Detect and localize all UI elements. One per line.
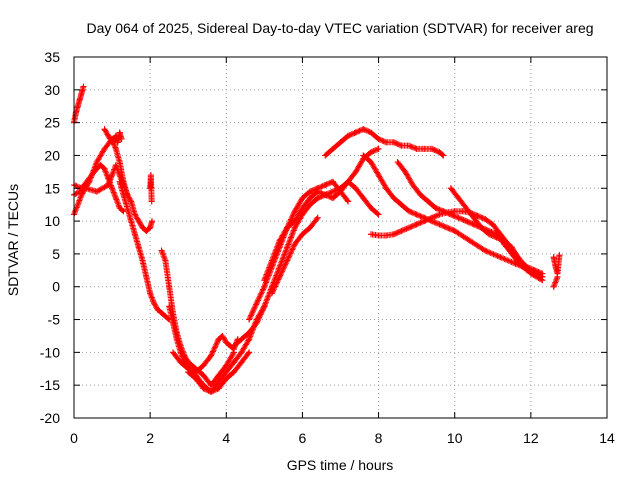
x-tick-label: 0 [70, 430, 78, 446]
x-tick-label: 2 [146, 430, 154, 446]
series-markers [246, 178, 352, 323]
axis-ticks [73, 56, 608, 419]
x-tick-label: 8 [375, 430, 383, 446]
series-track-rise-2 [246, 178, 352, 323]
series-markers [550, 273, 561, 290]
series-markers [261, 178, 382, 284]
chart-title: Day 064 of 2025, Sidereal Day-to-day VTE… [86, 20, 593, 36]
x-tick-label: 12 [523, 430, 539, 446]
y-axis-tick-labels: -20 -15 -10 -5 0 5 10 15 20 25 30 35 [40, 49, 60, 426]
y-tick-label: -15 [40, 377, 60, 393]
series-markers [230, 145, 382, 349]
series-track-morning-5 [101, 126, 125, 146]
series-track-afternoon-1 [322, 126, 447, 159]
y-tick-label: 20 [44, 147, 60, 163]
y-tick-label: 10 [44, 213, 60, 229]
y-tick-label: 0 [52, 279, 60, 295]
series-markers [185, 303, 268, 395]
series-track-afternoon-3 [367, 208, 546, 284]
y-tick-label: 25 [44, 115, 60, 131]
y-tick-label: -5 [48, 312, 61, 328]
y-tick-label: 15 [44, 180, 60, 196]
series-track-afternoon-4 [394, 159, 546, 280]
series-track-rise-3 [261, 178, 382, 284]
series-markers [269, 214, 321, 297]
series-track-rise-4 [268, 214, 321, 297]
y-tick-label: 30 [44, 82, 60, 98]
y-tick-label: -20 [40, 410, 60, 426]
series-markers [147, 172, 155, 205]
x-axis-label: GPS time / hours [287, 457, 394, 473]
series-track-evening-2 [550, 273, 561, 290]
series-markers [116, 178, 173, 323]
series-markers [101, 126, 125, 146]
grid-lines [74, 57, 607, 418]
series-markers [550, 252, 563, 277]
y-axis-label: SDTVAR / TECUs [5, 184, 21, 296]
series-track-rise-1 [230, 145, 382, 349]
x-tick-label: 4 [222, 430, 230, 446]
series-track-morning-4 [116, 178, 173, 323]
series-track-afternoon-2 [360, 152, 546, 280]
y-tick-label: 35 [44, 49, 60, 65]
series-markers [447, 185, 546, 277]
series-track-evening-1 [550, 252, 563, 277]
x-axis-tick-labels: 0 2 4 6 8 10 12 14 [70, 430, 615, 446]
series-track-afternoon-5 [447, 185, 546, 277]
data-points [71, 83, 563, 395]
series-markers [322, 126, 447, 159]
x-tick-label: 14 [599, 430, 615, 446]
y-tick-label: -10 [40, 344, 60, 360]
x-tick-label: 10 [447, 430, 463, 446]
series-markers [170, 333, 241, 376]
series-markers [368, 208, 546, 284]
series-track-morning-6 [147, 172, 155, 205]
y-tick-label: 5 [52, 246, 60, 262]
plot-area-frame [73, 56, 608, 419]
x-tick-label: 6 [299, 430, 307, 446]
